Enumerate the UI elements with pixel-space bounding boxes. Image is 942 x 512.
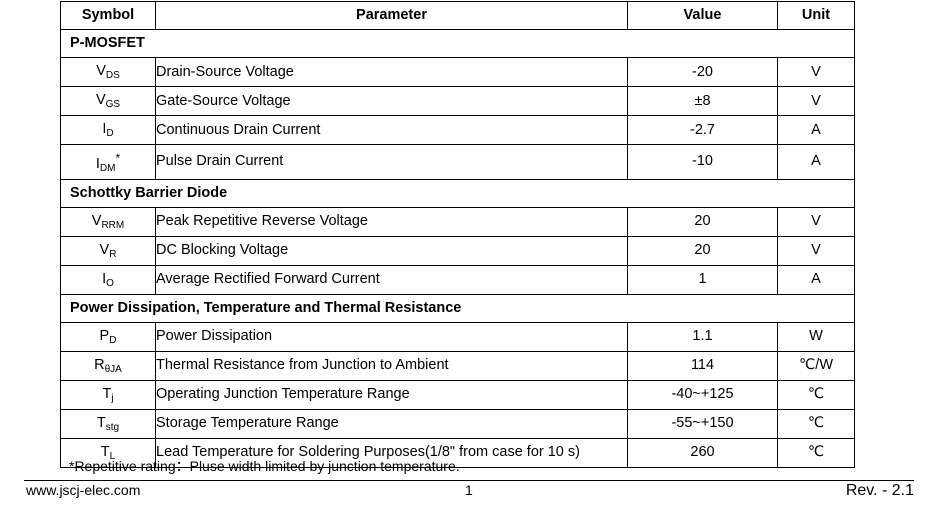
table-row: TL Lead Temperature for Soldering Purpos… (60, 437, 855, 468)
symbol-cell: VRRM (60, 206, 156, 237)
symbol-cell: ID (60, 115, 156, 145)
symbol-cell: IO (60, 264, 156, 295)
unit-cell: ℃ (777, 408, 855, 439)
value-cell: 1.1 (627, 321, 778, 352)
parameter-cell: Power Dissipation (155, 321, 628, 352)
unit-cell: V (777, 86, 855, 116)
symbol-cell: IDM* (60, 144, 156, 180)
page-number: 1 (465, 482, 473, 498)
value-cell: 114 (627, 350, 778, 381)
unit-cell: A (777, 264, 855, 295)
table-row: VDS Drain-Source Voltage -20 V (60, 57, 855, 87)
unit-cell: A (777, 115, 855, 145)
header-parameter: Parameter (155, 1, 628, 30)
footer-divider (24, 480, 914, 481)
unit-cell: ℃/W (777, 350, 855, 381)
parameter-cell: Lead Temperature for Soldering Purposes(… (155, 437, 628, 468)
unit-cell: V (777, 206, 855, 237)
symbol-cell: VDS (60, 57, 156, 87)
unit-cell: ℃ (777, 437, 855, 468)
parameter-cell: Storage Temperature Range (155, 408, 628, 439)
section-row-power: Power Dissipation, Temperature and Therm… (60, 293, 855, 323)
unit-cell: ℃ (777, 379, 855, 410)
parameter-cell: Average Rectified Forward Current (155, 264, 628, 295)
footnote: *Repetitive rating：Pluse width limited b… (69, 458, 460, 474)
table-row: RθJA Thermal Resistance from Junction to… (60, 350, 855, 381)
symbol-cell: PD (60, 321, 156, 352)
parameter-cell: Gate-Source Voltage (155, 86, 628, 116)
section-row-schottky: Schottky Barrier Diode (60, 178, 855, 208)
section-title: Power Dissipation, Temperature and Therm… (60, 293, 855, 323)
table-row: Tstg Storage Temperature Range -55~+150 … (60, 408, 855, 439)
revision-label: Rev. - 2.1 (845, 482, 914, 499)
table-row: VRRM Peak Repetitive Reverse Voltage 20 … (60, 206, 855, 237)
absolute-maximum-ratings-table: Symbol Parameter Value Unit P-MOSFET VDS… (60, 1, 855, 468)
value-cell: -10 (627, 144, 778, 180)
parameter-cell: Operating Junction Temperature Range (155, 379, 628, 410)
table-row: PD Power Dissipation 1.1 W (60, 321, 855, 352)
section-title: Schottky Barrier Diode (60, 178, 855, 208)
symbol-cell: VR (60, 235, 156, 266)
symbol-cell: TL (60, 437, 156, 468)
value-cell: 1 (627, 264, 778, 295)
parameter-cell: Pulse Drain Current (155, 144, 628, 180)
table-row: VGS Gate-Source Voltage ±8 V (60, 86, 855, 116)
value-cell: -2.7 (627, 115, 778, 145)
symbol-cell: Tj (60, 379, 156, 410)
footer-website: www.jscj-elec.com (26, 482, 141, 498)
table-row: VR DC Blocking Voltage 20 V (60, 235, 855, 266)
parameter-cell: Peak Repetitive Reverse Voltage (155, 206, 628, 237)
unit-cell: V (777, 235, 855, 266)
table-row: ID Continuous Drain Current -2.7 A (60, 115, 855, 145)
header-unit: Unit (777, 1, 855, 30)
table-header-row: Symbol Parameter Value Unit (60, 1, 855, 30)
symbol-cell: RθJA (60, 350, 156, 381)
value-cell: 260 (627, 437, 778, 468)
unit-cell: A (777, 144, 855, 180)
parameter-cell: Thermal Resistance from Junction to Ambi… (155, 350, 628, 381)
value-cell: -40~+125 (627, 379, 778, 410)
header-symbol: Symbol (60, 1, 156, 30)
unit-cell: W (777, 321, 855, 352)
parameter-cell: Continuous Drain Current (155, 115, 628, 145)
value-cell: 20 (627, 206, 778, 237)
section-title: P-MOSFET (60, 29, 855, 58)
value-cell: 20 (627, 235, 778, 266)
table-row: Tj Operating Junction Temperature Range … (60, 379, 855, 410)
value-cell: -20 (627, 57, 778, 87)
header-value: Value (627, 1, 778, 30)
table-row: IDM* Pulse Drain Current -10 A (60, 144, 855, 180)
value-cell: ±8 (627, 86, 778, 116)
parameter-cell: Drain-Source Voltage (155, 57, 628, 87)
table-row: IO Average Rectified Forward Current 1 A (60, 264, 855, 295)
symbol-cell: Tstg (60, 408, 156, 439)
unit-cell: V (777, 57, 855, 87)
section-row-mosfet: P-MOSFET (60, 29, 855, 58)
symbol-cell: VGS (60, 86, 156, 116)
parameter-cell: DC Blocking Voltage (155, 235, 628, 266)
value-cell: -55~+150 (627, 408, 778, 439)
